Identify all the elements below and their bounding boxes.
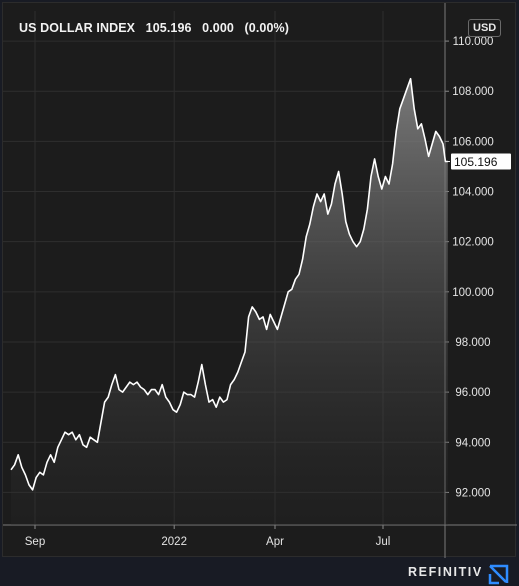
y-tick-label: 96.000: [455, 387, 490, 399]
x-tick-label: 2022: [161, 536, 187, 548]
x-tick-label: Apr: [266, 536, 284, 548]
current-price-box: [451, 153, 511, 170]
y-tick-label: 98.000: [455, 337, 490, 349]
x-tick-label: Sep: [25, 536, 45, 548]
change-value: 0.000: [202, 21, 234, 35]
index-name: US DOLLAR INDEX: [19, 21, 136, 35]
refinitiv-logo-icon: [488, 564, 509, 585]
current-price-label: 105.196: [454, 155, 498, 169]
y-tick-label: 108.000: [452, 86, 494, 98]
y-tick-label: 106.000: [452, 136, 494, 148]
chart-header: US DOLLAR INDEX 105.196 0.000 (0.00%): [19, 21, 296, 35]
change-percent: (0.00%): [244, 21, 289, 35]
x-tick-label: Jul: [376, 536, 391, 548]
y-tick-label: 104.000: [452, 187, 494, 199]
y-tick-label: 94.000: [455, 437, 490, 449]
price-chart[interactable]: 92.000 94.000 96.000 98.000 100.000 102.000 10…: [3, 3, 517, 558]
price-line: [10, 77, 448, 491]
brand-name: REFINITIV: [408, 565, 483, 579]
price-area: [11, 78, 448, 525]
y-tick-label: 102.000: [452, 237, 494, 249]
y-tick-label: 100.000: [452, 287, 494, 299]
y-tick-label: 110.000: [453, 36, 494, 48]
chart-frame: 92.000 94.000 96.000 98.000 100.000 102.000 10…: [2, 2, 517, 558]
currency-badge[interactable]: USD: [468, 19, 502, 37]
last-value: 105.196: [145, 21, 192, 35]
y-tick-label: 92.000: [455, 487, 490, 499]
